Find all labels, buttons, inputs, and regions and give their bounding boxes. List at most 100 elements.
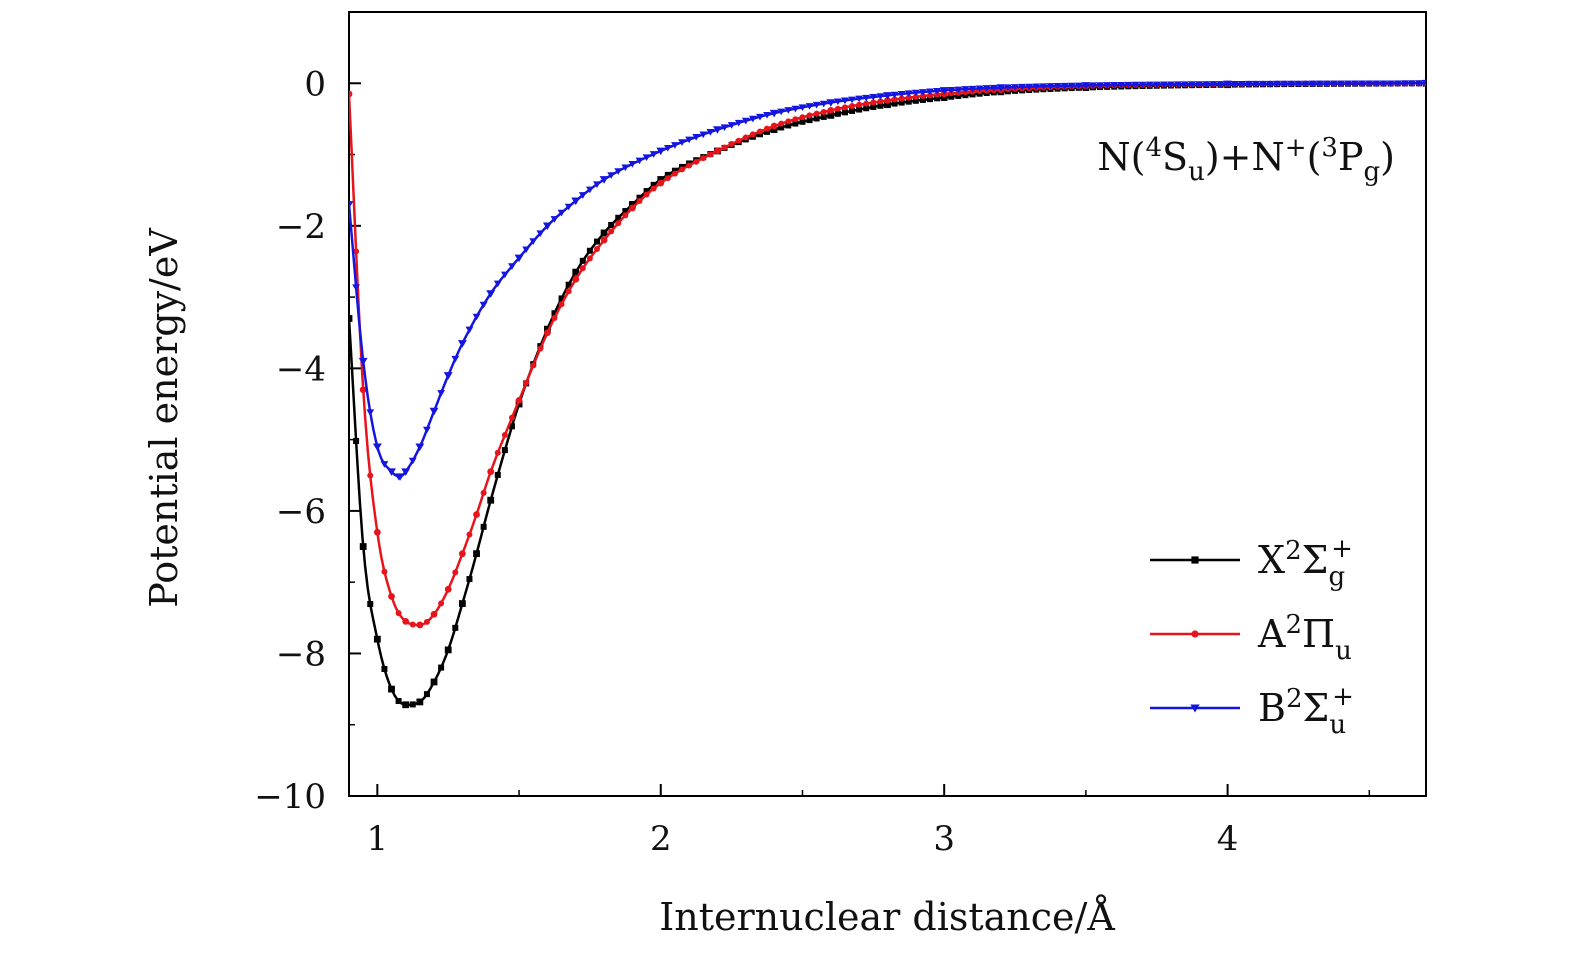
- data-point: [529, 238, 538, 245]
- data-point: [622, 212, 629, 219]
- data-point: [1351, 80, 1360, 88]
- data-point: [388, 685, 395, 693]
- data-point: [537, 345, 544, 352]
- data-point: [813, 115, 820, 122]
- data-point: [805, 103, 814, 110]
- data-point: [792, 120, 799, 127]
- data-point: [1053, 83, 1062, 90]
- data-point: [514, 254, 524, 263]
- data-point: [494, 471, 501, 478]
- data-point: [1393, 80, 1402, 88]
- data-point: [423, 426, 431, 434]
- data-point: [1301, 80, 1310, 88]
- data-point: [629, 201, 636, 208]
- data-point: [897, 91, 906, 98]
- data-point: [1329, 80, 1338, 88]
- data-point: [869, 94, 878, 101]
- legend-label-part: +: [1332, 682, 1354, 712]
- data-point: [458, 550, 466, 558]
- data-point: [1011, 84, 1019, 91]
- data-point: [579, 257, 586, 264]
- data-point: [366, 409, 375, 416]
- annotation: N(4Su)+N+(3Pg): [1097, 133, 1395, 187]
- data-point: [827, 111, 835, 119]
- data-point: [452, 624, 459, 631]
- data-point: [679, 166, 686, 173]
- data-point: [615, 220, 622, 227]
- data-point: [770, 126, 778, 133]
- data-point: [444, 646, 452, 654]
- y-axis-title: Potential energy/eV: [142, 228, 186, 608]
- data-point: [1081, 82, 1091, 90]
- data-point: [989, 84, 998, 92]
- data-point: [919, 89, 927, 96]
- data-point: [486, 290, 496, 298]
- data-point: [550, 216, 559, 223]
- data-point: [572, 268, 580, 276]
- data-point: [948, 93, 955, 100]
- data-point: [799, 114, 806, 121]
- data-point: [381, 568, 388, 575]
- data-point: [487, 468, 495, 476]
- data-point: [934, 91, 941, 98]
- legend-label-part: 2: [1285, 536, 1302, 566]
- data-point: [608, 228, 615, 235]
- data-point: [1230, 81, 1239, 88]
- data-point: [748, 115, 757, 123]
- data-point: [480, 489, 487, 496]
- data-point: [763, 112, 771, 119]
- data-point: [664, 171, 671, 178]
- data-point: [401, 468, 411, 476]
- data-point: [388, 593, 395, 600]
- data-point: [402, 617, 410, 625]
- data-point: [430, 678, 438, 686]
- data-point: [1421, 79, 1426, 88]
- legend-label: X2Σg+: [1258, 534, 1353, 592]
- data-point: [891, 100, 898, 107]
- data-point: [926, 88, 934, 96]
- data-point: [834, 110, 841, 117]
- data-point: [1280, 80, 1289, 88]
- data-point: [565, 281, 572, 288]
- data-point: [706, 129, 715, 136]
- data-point: [884, 96, 891, 104]
- annotation-part: (: [1307, 135, 1322, 179]
- data-point: [508, 423, 515, 430]
- x-tick-label: 1: [367, 819, 389, 859]
- tick-labels: 1 2 3 4 0 −2 −4 −6 −8 −10: [254, 64, 1238, 859]
- legend-label-part: Π: [1302, 612, 1335, 656]
- data-point: [707, 151, 714, 158]
- y-tick-label: 0: [304, 64, 326, 104]
- data-point: [820, 108, 827, 115]
- data-point: [756, 113, 764, 121]
- data-point: [1074, 82, 1083, 90]
- data-point: [1110, 82, 1119, 89]
- data-point: [381, 665, 388, 672]
- legend-item: B2Σu+: [1150, 682, 1354, 740]
- data-point: [423, 691, 430, 698]
- data-point: [593, 238, 600, 245]
- data-point: [905, 98, 912, 105]
- data-point: [1039, 83, 1048, 90]
- data-point: [614, 168, 623, 175]
- legend-item: X2Σg+: [1150, 534, 1353, 592]
- data-point: [395, 698, 402, 705]
- data-point: [849, 107, 856, 114]
- data-point: [564, 203, 573, 211]
- data-point: [558, 301, 565, 308]
- annotation-part: 4: [1146, 133, 1163, 163]
- data-point: [940, 94, 948, 101]
- data-point: [806, 117, 813, 124]
- data-point: [430, 610, 438, 618]
- y-tick-label: −4: [276, 349, 326, 389]
- data-point: [423, 618, 430, 625]
- data-point: [968, 85, 977, 93]
- data-point: [961, 86, 970, 93]
- legend-label: A2Πu: [1257, 610, 1352, 666]
- annotation-part: u: [1188, 157, 1205, 187]
- data-point: [551, 315, 558, 322]
- data-point: [636, 194, 643, 201]
- data-point: [919, 96, 926, 103]
- data-point: [778, 120, 785, 127]
- data-point: [834, 105, 841, 112]
